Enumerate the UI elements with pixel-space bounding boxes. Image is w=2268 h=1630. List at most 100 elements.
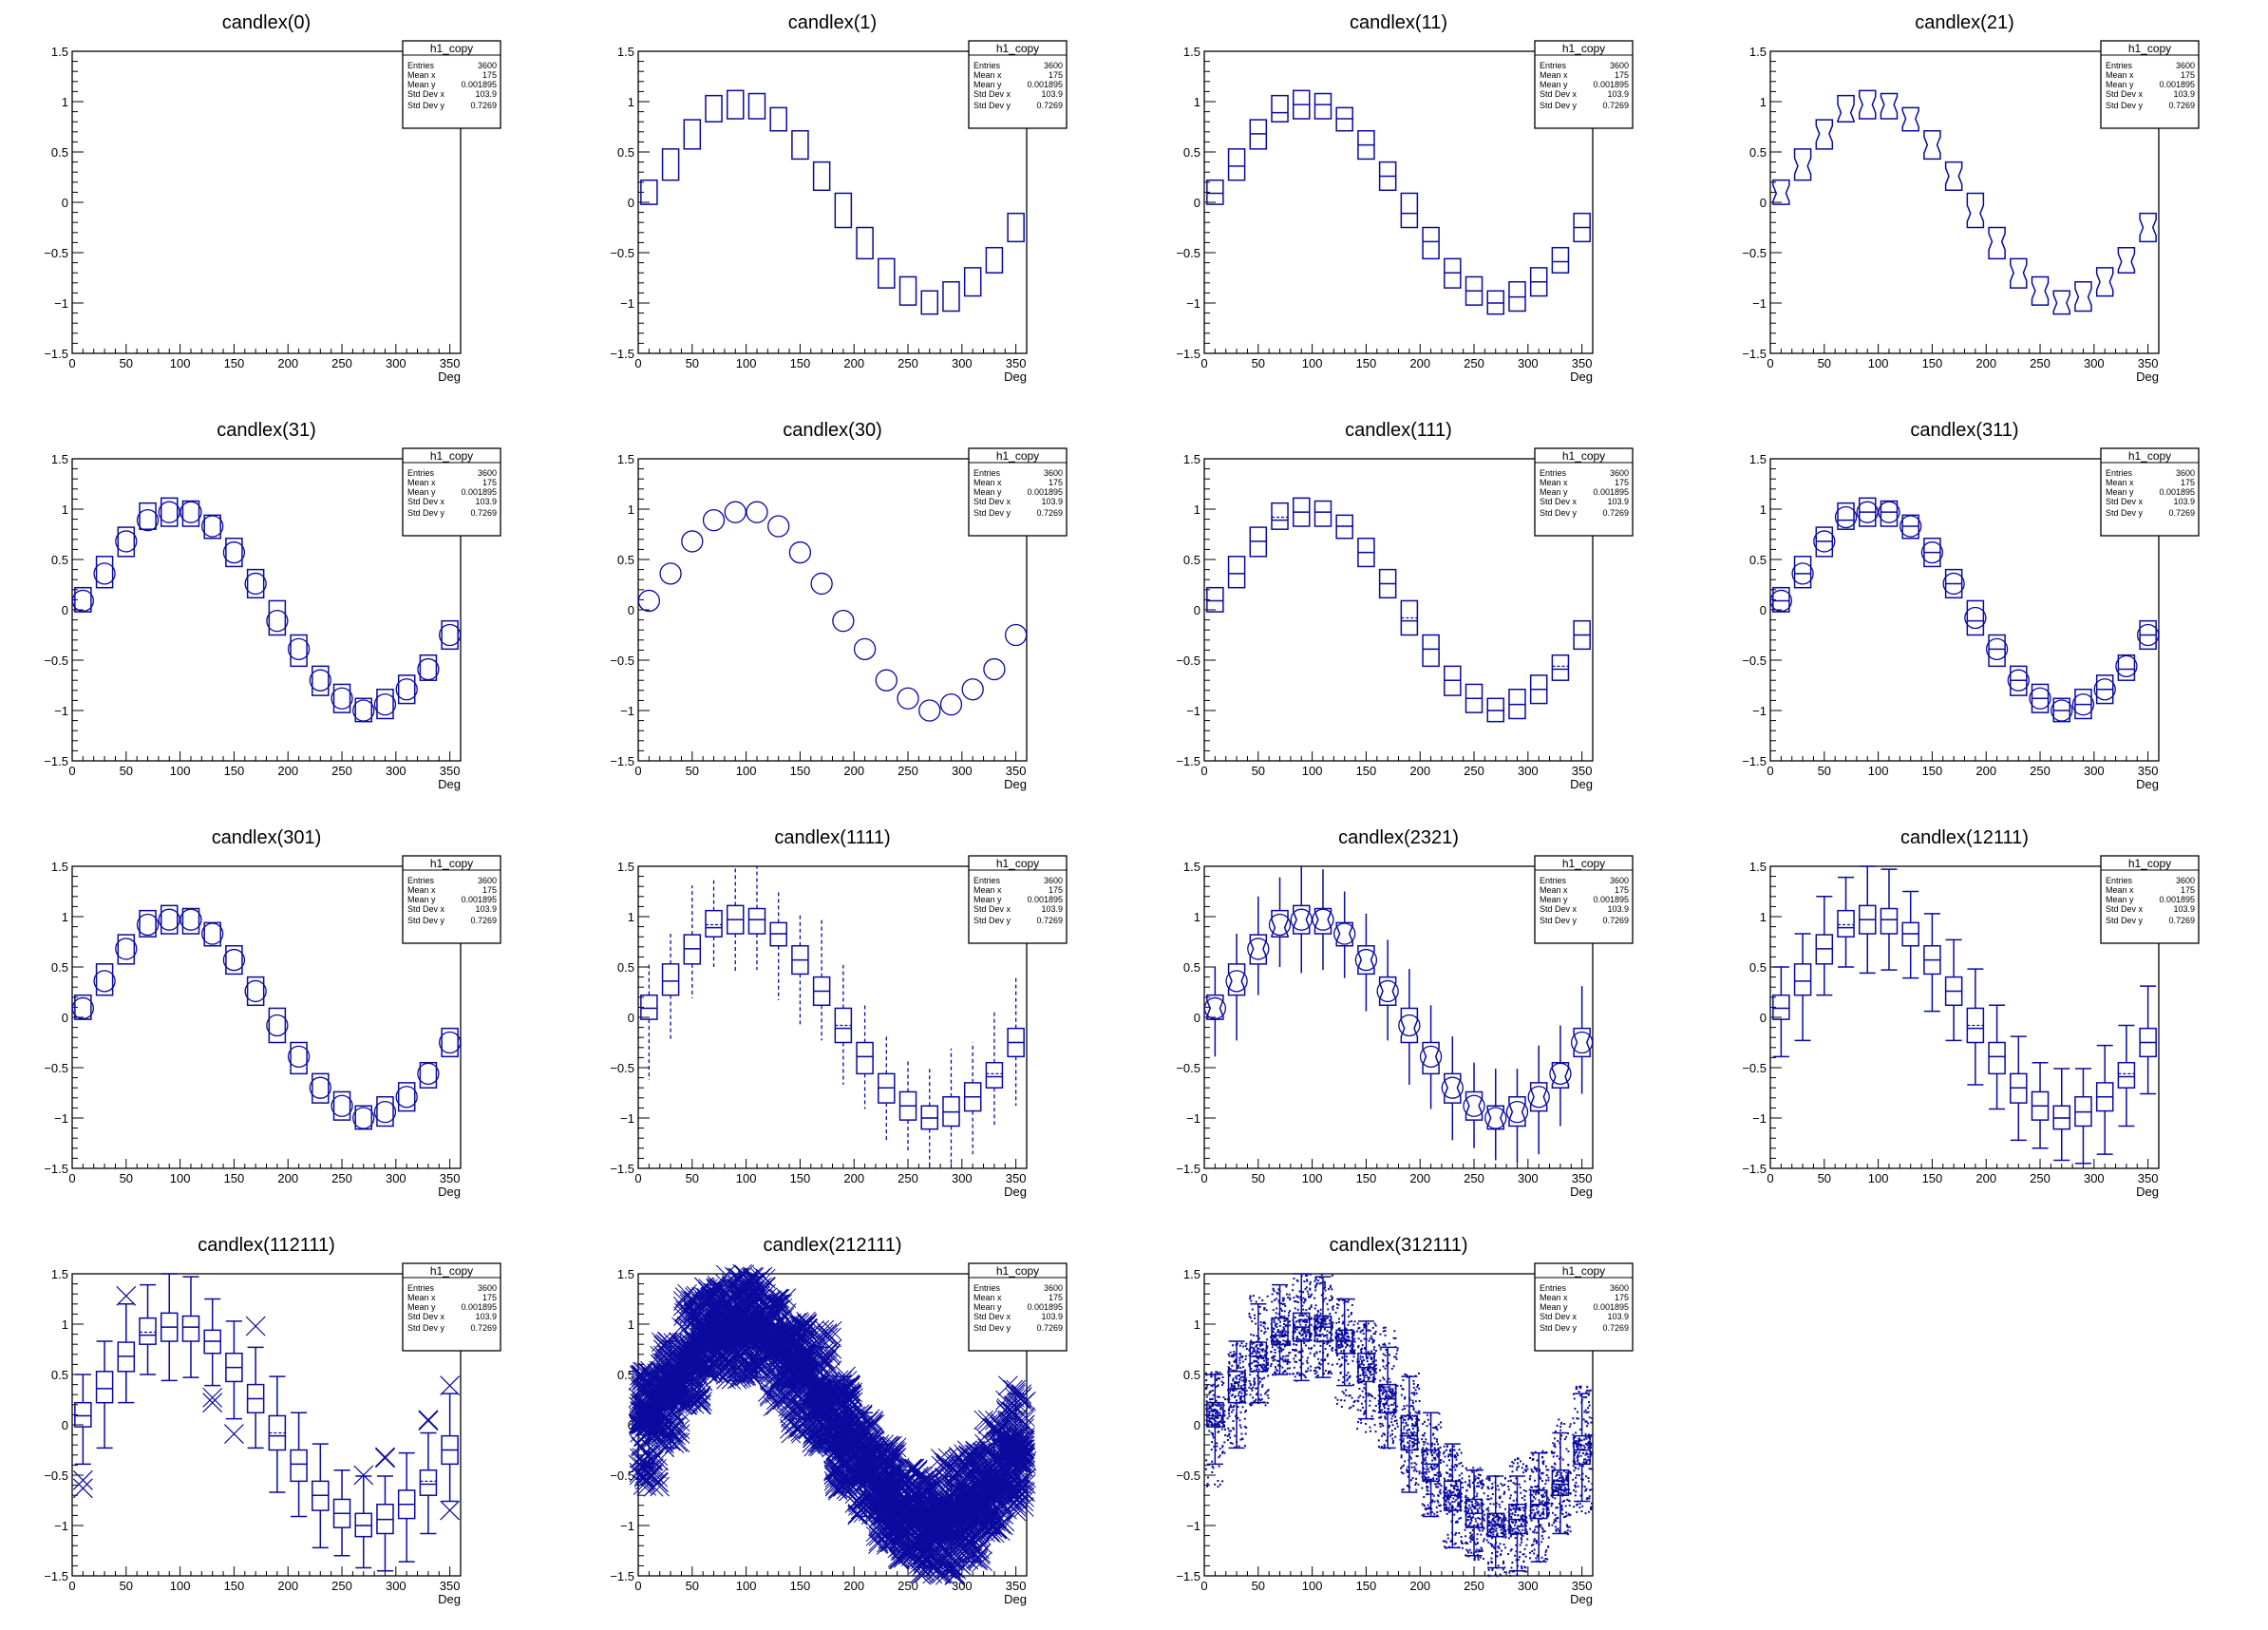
stats-value: 0.7269 xyxy=(1036,916,1063,925)
x-tick-label: 300 xyxy=(386,1171,406,1185)
x-tick-label: 100 xyxy=(1868,356,1889,370)
stats-label: Std Dev y xyxy=(1540,1323,1578,1333)
box xyxy=(1988,1041,2006,1075)
box xyxy=(419,1061,438,1089)
stats-value: 0.7269 xyxy=(2168,101,2195,110)
x-tick-label: 200 xyxy=(1409,356,1430,370)
stats-value: 103.9 xyxy=(475,497,497,506)
stats-label: Entries xyxy=(973,1283,1001,1293)
stats-value: 0.7269 xyxy=(2168,508,2195,518)
notched-box xyxy=(2031,275,2050,306)
y-tick-label: 0.5 xyxy=(51,1368,68,1382)
stats-label: Mean x xyxy=(407,478,436,487)
candle-marks xyxy=(1206,497,1591,723)
x-axis-label: Deg xyxy=(2136,777,2159,791)
x-tick-label: 0 xyxy=(1200,1579,1207,1593)
y-tick-label: 1.5 xyxy=(1183,452,1200,466)
y-tick-label: −1.5 xyxy=(44,1162,68,1176)
stats-label: Mean y xyxy=(407,1302,436,1312)
stats-value: 3600 xyxy=(1610,1283,1629,1293)
x-tick-label: 0 xyxy=(634,764,641,778)
panel-title: candlex(111) xyxy=(1345,420,1452,441)
box xyxy=(1422,634,1440,668)
all-points-scatter xyxy=(1507,1457,1529,1577)
stats-value: 3600 xyxy=(1610,468,1629,478)
y-tick-label: 0.5 xyxy=(617,1368,634,1382)
mean-circle xyxy=(1878,501,1900,523)
stats-label: Std Dev x xyxy=(407,904,445,914)
stats-box: h1_copy Entries 3600 Mean x 175 Mean y 0.00189… xyxy=(968,855,1068,944)
x-tick-label: 350 xyxy=(1006,1579,1027,1593)
stats-value: 175 xyxy=(2181,885,2195,895)
y-tick-label: 0.5 xyxy=(1183,1368,1200,1382)
stats-value: 175 xyxy=(482,70,497,80)
y-tick-label: −1.5 xyxy=(610,1569,634,1583)
box xyxy=(1206,586,1224,613)
stats-value: 103.9 xyxy=(475,904,497,914)
box xyxy=(74,586,92,613)
x-axis-label: Deg xyxy=(1570,1185,1593,1199)
candle-panel: candlex(21) 0 50 100 150 200 250 300 350 1.5 1 0.5 0… xyxy=(1742,12,2200,384)
stats-value: 0.7269 xyxy=(1036,508,1063,518)
stats-value: 0.7269 xyxy=(2168,916,2195,925)
stats-label: Mean x xyxy=(2106,478,2134,487)
median-circle xyxy=(746,501,768,523)
x-tick-label: 50 xyxy=(1818,764,1831,778)
stats-box: h1_copy Entries 3600 Mean x 175 Mean y 0.00189… xyxy=(1534,855,1634,944)
stats-label: Entries xyxy=(407,468,435,478)
mean-circle xyxy=(1856,501,1879,523)
y-tick-label: −1.5 xyxy=(610,347,634,361)
candle-marks xyxy=(1772,89,2157,315)
stats-label: Mean x xyxy=(2106,885,2134,895)
box xyxy=(1227,1371,1246,1404)
box xyxy=(1271,94,1289,123)
x-tick-label: 150 xyxy=(790,356,811,370)
mean-circle xyxy=(1942,572,1965,596)
stats-label: Mean x xyxy=(973,1293,1002,1302)
y-tick-label: 1.5 xyxy=(51,1267,68,1281)
outlier-marker xyxy=(440,1375,461,1396)
box xyxy=(1400,192,1419,229)
box xyxy=(640,179,658,205)
x-tick-label: 250 xyxy=(2030,1171,2051,1185)
y-tick-label: 1.5 xyxy=(617,45,634,59)
stats-label: Std Dev x xyxy=(973,904,1011,914)
notched-box xyxy=(2010,257,2028,289)
candle-panel: candlex(0)0 50 100 150 200 250 300 3501.510.50−… xyxy=(44,12,501,384)
stats-value: 0.001895 xyxy=(2159,895,2195,904)
stats-value: 175 xyxy=(1049,885,1063,895)
box xyxy=(95,963,114,996)
stats-box-name: h1_copy xyxy=(996,42,1039,55)
mean-circle xyxy=(1247,938,1270,960)
y-tick-label: 1.5 xyxy=(51,45,68,59)
y-tick-label: 0 xyxy=(628,1418,634,1432)
panel-title: candlex(112111) xyxy=(198,1235,335,1256)
mean-circle xyxy=(1813,530,1836,553)
y-tick-label: −0.5 xyxy=(610,654,634,668)
stats-value: 103.9 xyxy=(1607,497,1629,506)
candle-marks xyxy=(1204,1273,1594,1578)
y-tick-label: −1.5 xyxy=(610,754,634,768)
x-tick-label: 100 xyxy=(170,764,191,778)
box xyxy=(139,1317,157,1345)
stats-box: h1_copy Entries 3600 Mean x 175 Mean y 0.00189… xyxy=(2100,40,2200,129)
y-tick-label: 1 xyxy=(1194,910,1200,924)
x-tick-label: 50 xyxy=(1818,1171,1831,1185)
y-tick-label: 0 xyxy=(62,196,68,210)
x-tick-label: 350 xyxy=(1572,356,1593,370)
y-tick-label: −0.5 xyxy=(1742,246,1767,260)
box xyxy=(1314,92,1332,120)
box xyxy=(878,257,896,289)
x-tick-label: 200 xyxy=(1975,764,1996,778)
stats-box: h1_copy Entries 3600 Mean x 175 Mean y 0.00189… xyxy=(1534,447,1634,537)
mean-circle xyxy=(1419,1045,1443,1068)
mean-circle xyxy=(1441,1076,1464,1099)
notched-box xyxy=(1508,1095,1526,1128)
mean-circle xyxy=(1290,908,1313,931)
x-tick-label: 50 xyxy=(686,356,699,370)
outlier-marker xyxy=(418,1411,439,1431)
all-points-scatter xyxy=(1421,1412,1443,1518)
mean-circle xyxy=(2115,654,2138,678)
notched-box xyxy=(1206,994,1224,1020)
x-axis-label: Deg xyxy=(1004,1592,1027,1606)
